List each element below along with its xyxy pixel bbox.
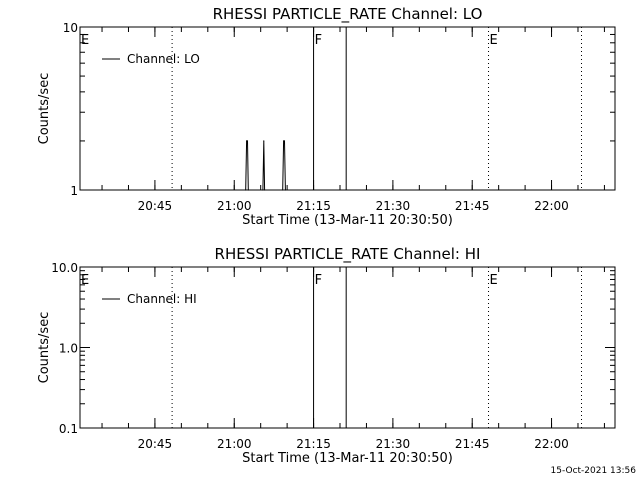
event-marker-label: E — [490, 273, 498, 288]
x-tick-label: 21:00 — [217, 437, 252, 451]
y-tick-label: 0.1 — [59, 422, 78, 436]
chart-title: RHESSI PARTICLE_RATE Channel: HI — [215, 245, 481, 264]
y-tick-label: 10 — [63, 21, 78, 35]
chart-title: RHESSI PARTICLE_RATE Channel: LO — [213, 5, 483, 24]
x-tick-label: 21:45 — [455, 199, 490, 213]
event-marker-label: F — [315, 273, 322, 288]
x-tick-label: 20:45 — [138, 199, 173, 213]
x-tick-label: 21:00 — [217, 199, 252, 213]
x-tick-label: 21:15 — [296, 199, 331, 213]
x-tick-label: 22:00 — [534, 437, 569, 451]
x-tick-label: 21:15 — [296, 437, 331, 451]
timestamp: 15-Oct-2021 13:56 — [550, 466, 636, 476]
event-marker-label: E — [81, 273, 89, 288]
data-point — [245, 189, 247, 191]
y-axis-label: Counts/sec — [37, 312, 52, 384]
y-tick-label: 1.0 — [59, 342, 78, 356]
x-axis-label: Start Time (13-Mar-11 20:30:50) — [242, 213, 453, 228]
legend-label: Channel: HI — [127, 292, 197, 306]
event-marker-label: E — [81, 33, 89, 48]
data-point — [264, 189, 266, 191]
data-point — [283, 140, 286, 142]
data-point — [284, 189, 286, 191]
y-tick-label: 10.0 — [51, 261, 78, 275]
event-marker-label: F — [315, 33, 322, 48]
data-point — [247, 189, 249, 191]
data-point — [245, 140, 248, 142]
data-point — [282, 140, 285, 142]
x-tick-label: 21:45 — [455, 437, 490, 451]
panel-2: RHESSI PARTICLE_RATE Channel: HI 0.1 1.0 10… — [37, 245, 616, 466]
x-tick-label: 21:30 — [376, 437, 411, 451]
x-axis-label: Start Time (13-Mar-11 20:30:50) — [242, 451, 453, 466]
data-point — [262, 189, 264, 191]
x-tick-label: 21:30 — [376, 199, 411, 213]
legend-label: Channel: LO — [127, 52, 200, 66]
event-marker-label: E — [490, 33, 498, 48]
data-point — [282, 189, 284, 191]
x-tick-label: 22:00 — [534, 199, 569, 213]
data-point — [263, 140, 265, 142]
series-line — [245, 140, 286, 191]
y-tick-label: 1 — [70, 184, 78, 198]
panel-1: RHESSI PARTICLE_RATE Channel: LO 1 10 Count… — [37, 5, 616, 228]
data-point — [246, 140, 249, 142]
y-axis-label: Counts/sec — [37, 73, 52, 145]
x-tick-label: 20:45 — [138, 437, 173, 451]
